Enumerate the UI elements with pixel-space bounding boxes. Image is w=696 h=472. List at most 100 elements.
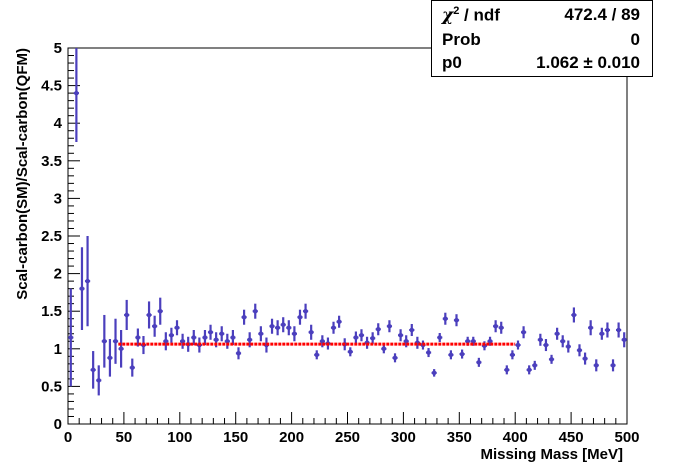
data-point [565, 340, 571, 353]
y-tick-label: 4.5 [41, 78, 62, 95]
point-marker [532, 363, 538, 368]
data-point [152, 315, 158, 337]
x-tick-label: 0 [64, 429, 72, 446]
x-tick-label: 200 [279, 429, 304, 446]
data-point [431, 369, 437, 377]
y-axis-title: Scal-carbon(SM)/Scal-carbon(QFM) [14, 48, 31, 300]
data-point [291, 326, 297, 342]
prob-label: Prob [442, 30, 481, 49]
point-marker [437, 335, 443, 340]
point-marker [225, 338, 230, 344]
data-point [392, 353, 398, 363]
data-point [79, 247, 85, 330]
point-marker [297, 314, 303, 320]
point-marker [275, 325, 280, 331]
point-marker [68, 335, 74, 340]
data-point [207, 324, 214, 340]
point-marker [286, 325, 292, 331]
point-marker [515, 342, 521, 348]
point-marker [504, 367, 510, 373]
point-marker [129, 365, 135, 370]
y-tick-label: 4 [54, 115, 63, 132]
data-point [252, 303, 258, 319]
point-marker [85, 278, 90, 284]
data-point [280, 317, 286, 333]
point-marker [560, 338, 566, 344]
point-marker [549, 357, 554, 362]
data-point [493, 320, 499, 333]
data-point [124, 299, 130, 330]
x-tick-labels: 0 50 100 150 200 250 300 350 400 450 500 [64, 429, 640, 446]
point-marker [213, 337, 219, 343]
point-marker [521, 329, 526, 335]
data-point [448, 350, 454, 360]
chi-exponent: 2 [453, 5, 460, 17]
point-marker [448, 352, 454, 358]
point-marker [247, 337, 252, 343]
axis-ticks [67, 47, 628, 425]
data-point [604, 322, 611, 338]
data-point [336, 315, 342, 328]
data-point [84, 236, 91, 327]
data-point [599, 327, 605, 340]
data-point [112, 318, 119, 364]
point-marker [96, 378, 102, 383]
point-marker [191, 335, 197, 340]
data-point [616, 322, 622, 338]
point-marker [593, 363, 599, 368]
point-marker [359, 332, 364, 338]
point-marker [169, 332, 174, 338]
point-marker [258, 331, 264, 337]
data-point [532, 360, 538, 370]
data-point [370, 332, 376, 345]
data-point [576, 344, 583, 357]
chi-symbol: χ [442, 5, 454, 26]
point-marker [320, 338, 325, 344]
point-marker [409, 327, 415, 333]
point-marker [124, 312, 129, 318]
x-tick-label: 350 [447, 429, 472, 446]
point-marker [610, 363, 616, 368]
point-marker [605, 327, 610, 333]
point-marker [431, 370, 437, 376]
data-point [224, 333, 230, 349]
data-point [258, 326, 264, 342]
point-marker [202, 335, 208, 340]
point-marker [443, 316, 448, 322]
data-point [347, 347, 353, 357]
data-point [543, 339, 549, 352]
y-tick-label: 0.5 [41, 378, 62, 395]
point-marker [219, 331, 225, 337]
point-marker [180, 338, 185, 344]
data-point [588, 320, 594, 336]
data-points [68, 48, 627, 396]
y-tick-label: 1.5 [41, 303, 62, 320]
point-marker [459, 351, 465, 357]
x-tick-label: 300 [391, 429, 416, 446]
point-marker [347, 349, 353, 355]
data-point [191, 330, 197, 346]
data-point [621, 332, 627, 348]
point-marker [526, 367, 532, 373]
y-tick-label: 2.5 [41, 228, 62, 245]
data-point [509, 350, 516, 360]
data-point [308, 324, 314, 340]
y-tick-label: 5 [54, 40, 62, 57]
data-point [73, 48, 79, 142]
point-marker [353, 335, 359, 340]
y-tick-label: 2 [54, 266, 62, 283]
data-point [375, 323, 381, 336]
point-marker [498, 325, 504, 331]
data-point [437, 333, 443, 343]
data-point [526, 365, 532, 375]
data-point [498, 321, 504, 334]
data-point [179, 333, 186, 349]
point-marker [375, 326, 381, 332]
point-marker [554, 331, 560, 337]
x-tick-label: 100 [167, 429, 192, 446]
stats-row-p0: p0 1.062 ± 0.010 [442, 53, 640, 77]
point-marker [392, 355, 398, 361]
data-point [548, 354, 555, 364]
chi2-value: 472.4 / 89 [564, 5, 640, 24]
